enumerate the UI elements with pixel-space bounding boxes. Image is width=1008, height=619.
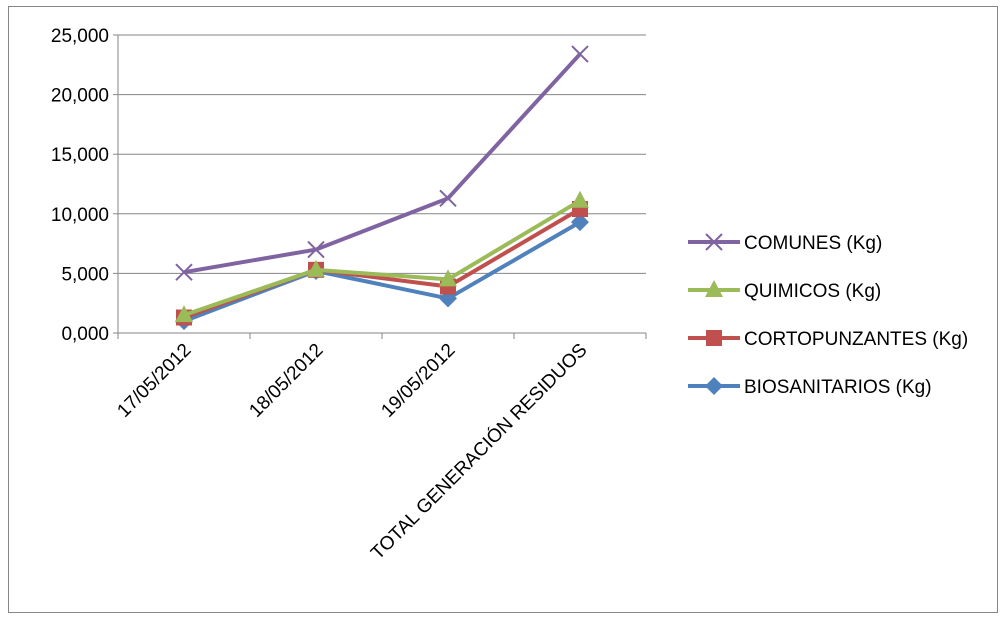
y-tick-label: 20,000 [51, 86, 109, 107]
y-tick-label: 5,000 [61, 264, 109, 285]
y-tick-label: 0,000 [61, 324, 109, 345]
data-point-comunes-kg [307, 240, 325, 259]
data-point-quimicos-kg [571, 190, 589, 208]
legend-label: COMUNES (Kg) [744, 233, 882, 254]
legend-label: BIOSANITARIOS (Kg) [744, 377, 932, 398]
data-point-comunes-kg [439, 189, 457, 208]
data-point-quimicos-kg [439, 269, 457, 287]
axes [113, 34, 647, 339]
series-line-biosanitarios-kg [183, 220, 582, 323]
y-axis-tick-labels: 0,000 5,000 10,000 15,000 20,000 25,000 [51, 26, 109, 345]
series-line-comunes-kg [183, 52, 582, 275]
x-tick-label: 17/05/2012 [113, 340, 195, 422]
legend-marker [706, 330, 722, 346]
data-point-comunes-kg [175, 263, 193, 281]
legend-label: CORTOPUNZANTES (Kg) [744, 329, 968, 350]
legend-item-quimicos-kg: QUIMICOS (Kg) [688, 280, 881, 302]
legend-item-comunes-kg: COMUNES (Kg) [688, 233, 882, 254]
data-point-biosanitarios-kg [571, 213, 589, 232]
y-tick-label: 25,000 [51, 26, 109, 47]
legend-marker [705, 233, 723, 251]
legend-item-cortopunzantes-kg: CORTOPUNZANTES (Kg) [688, 329, 968, 350]
legend: COMUNES (Kg) QUIMICOS (Kg) CORTOPUNZANTES … [688, 233, 968, 398]
data-point-comunes-kg [571, 45, 589, 63]
legend-label: QUIMICOS (Kg) [744, 281, 881, 302]
data-point-quimicos-kg [175, 305, 193, 323]
x-tick-label: TOTAL GENERACIÓN RESIDUOS [366, 339, 591, 564]
y-tick-label: 10,000 [51, 205, 109, 226]
x-tick-label: 19/05/2012 [377, 340, 459, 422]
series-line-quimicos-kg [183, 198, 582, 318]
legend-item-biosanitarios-kg: BIOSANITARIOS (Kg) [688, 377, 932, 398]
legend-marker [705, 280, 723, 297]
legend-marker [705, 377, 723, 395]
x-tick-label: 18/05/2012 [245, 340, 327, 422]
data-point-quimicos-kg [307, 259, 325, 277]
series-lines [175, 45, 589, 331]
y-tick-label: 15,000 [51, 145, 109, 166]
chart-frame [8, 6, 998, 613]
